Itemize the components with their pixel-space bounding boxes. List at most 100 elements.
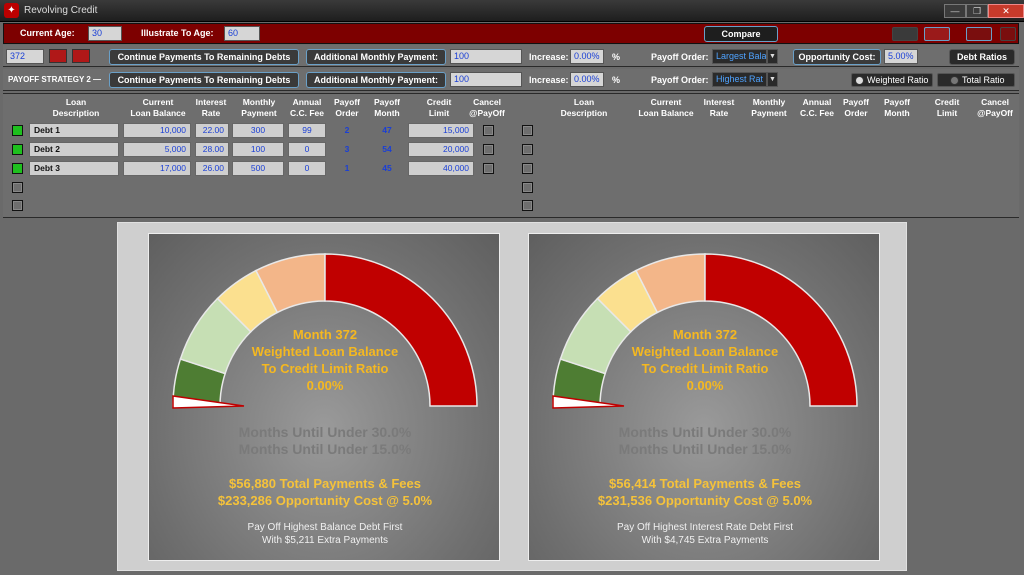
age-bar: Current Age: 30 Illustrate To Age: 60 Co…: [3, 23, 1019, 44]
header-interest-rate-2: Interest Rate: [703, 97, 735, 118]
gauge-month-label: Month 372: [672, 327, 738, 342]
payoff-order-label-1: Payoff Order:: [651, 52, 709, 62]
payoff-month-value: 47: [382, 125, 392, 135]
ratio-gauge-2: [552, 253, 858, 409]
total-ratio-radio[interactable]: Total Ratio: [937, 73, 1015, 87]
gauge-ratio-value: 0.00%: [306, 378, 344, 393]
radio-unselected-icon: [950, 76, 959, 86]
payment-cell[interactable]: 100: [232, 142, 284, 157]
chevron-down-icon[interactable]: ▼: [767, 72, 778, 87]
opportunity-cost-input[interactable]: 5.00%: [884, 49, 918, 64]
gauge-needle: [552, 395, 625, 409]
strategy-2-row: PAYOFF STRATEGY 2 — Continue Payments To…: [3, 69, 1019, 91]
strategy-note-line-1: Pay Off Highest Interest Rate Debt First: [617, 522, 793, 533]
gauge-ratio-value: 0.00%: [686, 378, 724, 393]
months-under-15-label: Months Until Under 15.0%: [618, 441, 792, 457]
credit-limit-cell[interactable]: 15,000: [408, 123, 474, 138]
payoff-order-value: 1: [344, 163, 350, 173]
debt-enabled-checkbox-2[interactable]: [522, 163, 533, 174]
header-cancel-payoff: Cancel @PayOff: [469, 97, 505, 118]
header-payoff-order: Payoff Order: [334, 97, 360, 118]
months-under-15-label: Months Until Under 15.0%: [238, 441, 412, 457]
debt-enabled-checkbox[interactable]: [12, 163, 23, 174]
gauge-month-label: Month 372: [292, 327, 358, 342]
current-age-input[interactable]: 30: [88, 26, 122, 41]
maximize-button[interactable]: ❐: [966, 4, 988, 18]
strategy-1-row: 372 Continue Payments To Remaining Debts…: [3, 45, 1019, 67]
header-interest-rate: Interest Rate: [195, 97, 227, 118]
credit-limit-cell[interactable]: 20,000: [408, 142, 474, 157]
continue-payments-button-1[interactable]: Continue Payments To Remaining Debts: [109, 49, 299, 65]
percent-sign-2: %: [612, 75, 621, 85]
debt-table-area: Loan Description Current Loan Balance Inte…: [3, 93, 1019, 218]
gauge-panel-1: Month 372 Weighted Loan Balance To Credi…: [148, 233, 500, 561]
month-input[interactable]: 372: [6, 49, 44, 64]
rate-cell[interactable]: 22.00: [195, 123, 229, 138]
fee-cell[interactable]: 99: [288, 123, 326, 138]
debt-enabled-checkbox-2[interactable]: [522, 182, 533, 193]
gauge-title-line-2: To Credit Limit Ratio: [261, 361, 389, 376]
gauge-band-red: [324, 253, 478, 407]
debt-description-cell[interactable]: Debt 2: [29, 142, 119, 157]
debt-ratios-button[interactable]: Debt Ratios: [949, 49, 1015, 65]
rate-cell[interactable]: 28.00: [195, 142, 229, 157]
header-monthly-payment: Monthly Payment: [241, 97, 277, 118]
payoff-order-select-2[interactable]: Highest Rat: [712, 72, 767, 87]
debt-enabled-checkbox[interactable]: [12, 125, 23, 136]
balance-cell[interactable]: 10,000: [123, 123, 191, 138]
strategy-note-line-2: With $4,745 Extra Payments: [641, 535, 769, 546]
payoff-order-select-1[interactable]: Largest Bala: [712, 49, 767, 64]
fee-cell[interactable]: 0: [288, 161, 326, 176]
debt-enabled-checkbox-2[interactable]: [522, 125, 533, 136]
balance-cell[interactable]: 5,000: [123, 142, 191, 157]
payoff-month-value: 54: [382, 144, 392, 154]
settings-gear-icon[interactable]: [1000, 27, 1016, 41]
cancel-payoff-checkbox[interactable]: [483, 125, 494, 136]
step-forward-button[interactable]: [72, 49, 90, 63]
increase-label-2: Increase:: [529, 75, 569, 85]
fee-cell[interactable]: 0: [288, 142, 326, 157]
payment-cell[interactable]: 300: [232, 123, 284, 138]
cancel-payoff-checkbox[interactable]: [483, 163, 494, 174]
step-back-button[interactable]: [49, 49, 67, 63]
opportunity-cost-summary: $233,286 Opportunity Cost @ 5.0%: [217, 493, 433, 508]
help-icon[interactable]: [966, 27, 992, 41]
payoff-month-value: 45: [382, 163, 392, 173]
compare-button[interactable]: Compare: [704, 26, 778, 42]
debt-description-cell[interactable]: Debt 3: [29, 161, 119, 176]
debt-description-cell[interactable]: Debt 1: [29, 123, 119, 138]
debt-enabled-checkbox-2[interactable]: [522, 200, 533, 211]
debt-enabled-checkbox-2[interactable]: [522, 144, 533, 155]
illustrate-age-input[interactable]: 60: [224, 26, 260, 41]
opportunity-cost-label: Opportunity Cost:: [793, 49, 881, 65]
chevron-down-icon[interactable]: ▼: [767, 49, 778, 64]
weighted-ratio-radio[interactable]: Weighted Ratio: [851, 73, 933, 87]
credit-limit-cell[interactable]: 40,000: [408, 161, 474, 176]
header-loan-description-2: Loan Description: [560, 97, 608, 118]
increase-input-1[interactable]: 0.00%: [570, 49, 604, 64]
increase-label-1: Increase:: [529, 52, 569, 62]
cancel-payoff-checkbox[interactable]: [483, 144, 494, 155]
payment-cell[interactable]: 500: [232, 161, 284, 176]
additional-payment-input-2[interactable]: 100: [450, 72, 522, 87]
header-monthly-payment-2: Monthly Payment: [751, 97, 787, 118]
continue-payments-button-2[interactable]: Continue Payments To Remaining Debts: [109, 72, 299, 88]
minimize-button[interactable]: —: [944, 4, 966, 18]
close-button[interactable]: ✕: [988, 4, 1024, 18]
additional-payment-input-1[interactable]: 100: [450, 49, 522, 64]
strategy-note-line-2: With $5,211 Extra Payments: [262, 535, 388, 546]
debt-enabled-checkbox[interactable]: [12, 200, 23, 211]
gauge-panel-2: Month 372 Weighted Loan Balance To Credi…: [528, 233, 880, 561]
gauge-needle: [172, 395, 245, 409]
payoff-order-value: 3: [344, 144, 350, 154]
print-icon[interactable]: [892, 27, 918, 41]
header-loan-description: Loan Description: [52, 97, 100, 118]
debt-enabled-checkbox[interactable]: [12, 144, 23, 155]
rate-cell[interactable]: 26.00: [195, 161, 229, 176]
pdf-icon[interactable]: [924, 27, 950, 41]
balance-cell[interactable]: 17,000: [123, 161, 191, 176]
strategy-note-line-1: Pay Off Highest Balance Debt First: [247, 522, 403, 533]
debt-enabled-checkbox[interactable]: [12, 182, 23, 193]
increase-input-2[interactable]: 0.00%: [570, 72, 604, 87]
header-credit-limit: Credit Limit: [426, 97, 452, 118]
